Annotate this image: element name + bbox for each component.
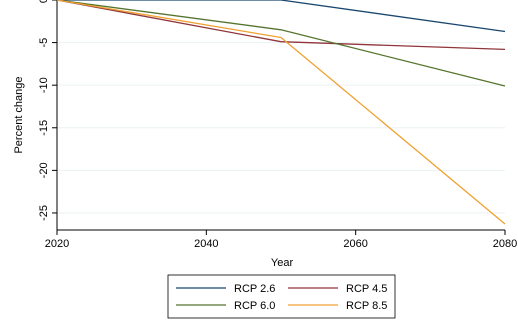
- y-tick-label: 0: [38, 0, 50, 3]
- x-tick-label: 2080: [493, 238, 517, 250]
- x-tick-label: 2020: [45, 238, 69, 250]
- y-tick-label: -15: [38, 120, 50, 136]
- series-line-rcp-4-5: [56, 0, 506, 51]
- y-tick-label: -10: [38, 77, 50, 93]
- axes: [52, 0, 506, 235]
- x-tick-label: 2040: [194, 238, 218, 250]
- series-line-rcp-2-6: [57, 0, 506, 33]
- legend-label: RCP 8.5: [346, 300, 387, 312]
- legend-label: RCP 4.5: [346, 283, 387, 295]
- gridlines: [57, 42, 505, 214]
- legend-box: [167, 274, 396, 319]
- legend-label: RCP 6.0: [234, 300, 275, 312]
- series-line-rcp-6-0: [56, 0, 506, 87]
- x-tick-label: 2060: [343, 238, 367, 250]
- y-tick-label: -20: [38, 162, 50, 178]
- legend-label: RCP 2.6: [234, 283, 275, 295]
- y-tick-label: -5: [38, 38, 50, 48]
- legend: RCP 2.6 RCP 4.5 RCP 6.0 RCP 8.5: [167, 274, 396, 319]
- y-tick-label: -25: [38, 205, 50, 221]
- tick-labels: 0 -5 -10 -15 -20 -25 2020 2040 2060 2080: [38, 0, 517, 250]
- series-lines: [56, 0, 506, 225]
- x-axis-title: Year: [271, 257, 294, 269]
- y-axis-title: Percent change: [13, 76, 25, 153]
- series-line-rcp-8-5: [56, 0, 506, 225]
